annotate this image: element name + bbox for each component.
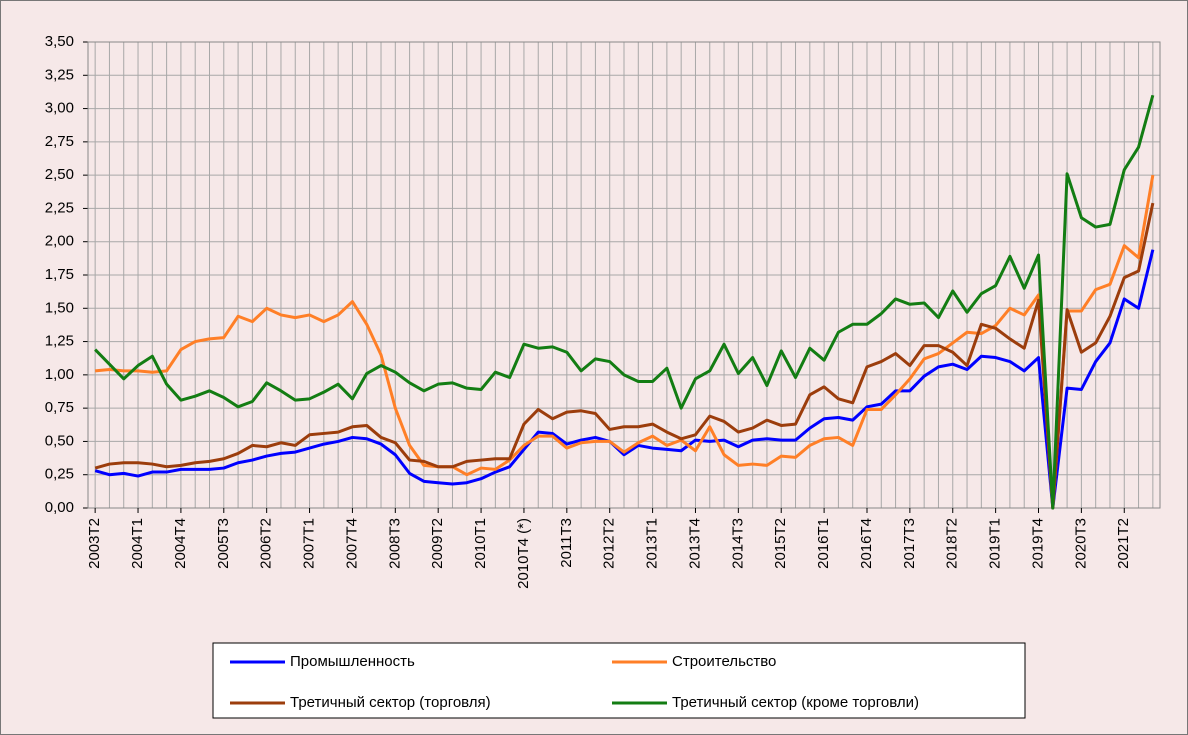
- x-tick-label: 2009T2: [429, 518, 446, 569]
- series-line: [94, 94, 1155, 510]
- plot-frame: [87, 41, 1161, 509]
- y-tick-label: 3,00: [45, 100, 74, 117]
- x-tick-label: 2004T4: [172, 518, 189, 569]
- x-tick-label: 2021T2: [1115, 518, 1132, 569]
- y-tick-label: 0,00: [45, 499, 74, 516]
- x-tick-label: 2013T4: [686, 518, 703, 569]
- y-tick-label: 0,50: [45, 432, 74, 449]
- x-tick-label: 2015T2: [772, 518, 789, 569]
- legend-box: [212, 642, 1026, 719]
- series-line: [94, 249, 1155, 510]
- legend-label: Строительство: [672, 653, 776, 670]
- x-tick-label: 2019T1: [987, 518, 1004, 569]
- y-tick-label: 3,50: [45, 33, 74, 50]
- x-tick-label: 2010T1: [472, 518, 489, 569]
- x-tick-label: 2017T3: [901, 518, 918, 569]
- x-tick-label: 2016T4: [858, 518, 875, 569]
- series-line: [95, 174, 1155, 510]
- x-tick-label: 2006T2: [258, 518, 275, 569]
- x-tick-label: 2018T2: [944, 518, 961, 569]
- legend-label: Промышленность: [290, 653, 415, 670]
- legend-label: Третичный сектор (кроме торговли): [672, 694, 919, 711]
- y-tick-label: 2,50: [45, 166, 74, 183]
- x-tick-label: 2020T3: [1072, 518, 1089, 569]
- y-tick-label: 2,00: [45, 233, 74, 250]
- y-tick-label: 2,75: [45, 133, 74, 150]
- x-tick-label: 2013T1: [644, 518, 661, 569]
- x-tick-label: 2008T3: [386, 518, 403, 569]
- x-tick-label: 2012T2: [601, 518, 618, 569]
- y-tick-label: 0,75: [45, 399, 74, 416]
- y-tick-label: 1,25: [45, 333, 74, 350]
- y-tick-label: 3,25: [45, 66, 74, 83]
- x-tick-label: 2010T4 (*): [515, 518, 532, 589]
- x-tick-label: 2016T1: [815, 518, 832, 569]
- x-tick-label: 2007T1: [301, 518, 318, 569]
- x-tick-label: 2014T3: [729, 518, 746, 569]
- y-tick-label: 1,00: [45, 366, 74, 383]
- y-tick-label: 2,25: [45, 199, 74, 216]
- y-tick-label: 1,75: [45, 266, 74, 283]
- legend-label: Третичный сектор (торговля): [290, 694, 491, 711]
- x-tick-label: 2003T2: [86, 518, 103, 569]
- y-tick-label: 0,25: [45, 466, 74, 483]
- x-tick-label: 2019T4: [1029, 518, 1046, 569]
- x-tick-label: 2007T4: [343, 518, 360, 569]
- series-line: [94, 202, 1155, 510]
- x-tick-label: 2004T1: [129, 518, 146, 569]
- x-tick-label: 2011T3: [558, 518, 575, 568]
- y-tick-label: 1,50: [45, 299, 74, 316]
- x-tick-label: 2005T3: [215, 518, 232, 569]
